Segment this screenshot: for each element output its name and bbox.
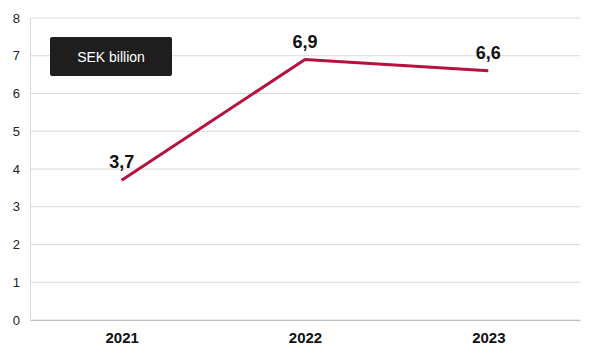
y-tick-label: 8 (13, 11, 20, 26)
y-tick-label: 2 (13, 237, 20, 252)
y-axis-line (30, 19, 31, 321)
y-tick: 6 (13, 86, 30, 101)
y-tick: 4 (13, 162, 30, 177)
grid-line (30, 93, 580, 94)
y-tick: 8 (13, 11, 30, 26)
y-tick-label: 7 (13, 48, 20, 63)
data-label: 6,9 (292, 32, 317, 52)
y-tick: 5 (13, 124, 30, 139)
y-tick-label: 6 (13, 86, 20, 101)
x-tick-label: 2022 (289, 329, 322, 346)
y-tick-label: 4 (13, 162, 20, 177)
y-axis: 0 1 2 3 4 5 6 7 8 (13, 11, 31, 328)
grid-line (30, 206, 580, 207)
plot (122, 60, 489, 181)
x-tick: 2022 (289, 320, 322, 346)
x-tick-label: 2023 (472, 329, 505, 346)
data-label: 3,7 (109, 152, 134, 172)
x-axis-line (31, 320, 581, 321)
y-tick-label: 0 (13, 313, 20, 328)
x-tick-label: 2021 (105, 329, 138, 346)
y-tick: 2 (13, 237, 30, 252)
x-axis: 2021 2022 2023 (31, 320, 581, 346)
x-tick: 2021 (105, 320, 138, 346)
line (122, 60, 489, 181)
y-tick: 7 (13, 48, 30, 63)
grid (30, 18, 580, 320)
data-label: 6,6 (476, 43, 501, 63)
title: SEK billion (77, 49, 145, 65)
grid-line (30, 18, 580, 19)
y-tick: 1 (13, 275, 30, 290)
grid-line (30, 131, 580, 132)
grid-line (30, 282, 580, 283)
y-tick-label: 5 (13, 124, 20, 139)
title-background (50, 37, 172, 76)
y-tick-label: 1 (13, 275, 20, 290)
y-tick: 0 (13, 313, 30, 328)
grid-line (30, 244, 580, 245)
title-box: SEK billion (50, 37, 172, 76)
y-tick-label: 3 (13, 199, 20, 214)
grid-line (30, 320, 580, 321)
y-tick: 3 (13, 199, 30, 214)
x-tick: 2023 (472, 320, 505, 346)
